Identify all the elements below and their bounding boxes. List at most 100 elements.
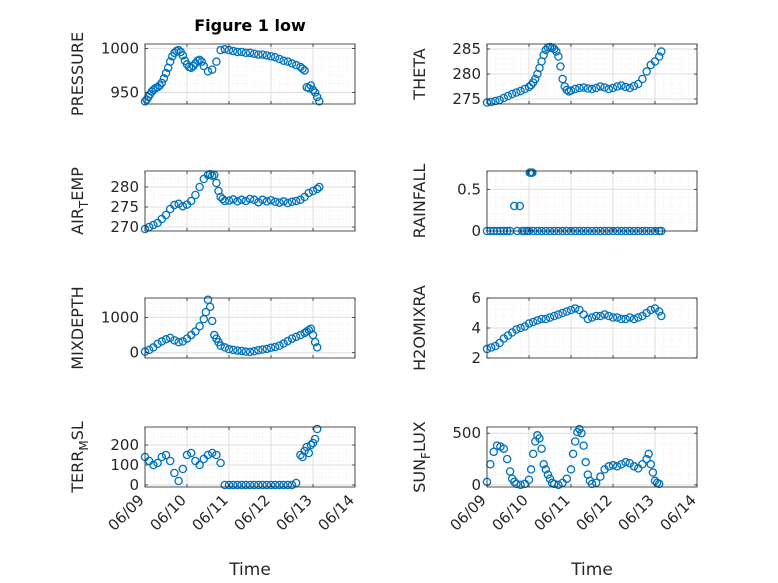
- data-point: [266, 195, 276, 205]
- data-point: [608, 83, 618, 93]
- data-point: [233, 480, 242, 490]
- data-point: [591, 83, 601, 93]
- x-axis-label: Time: [228, 560, 271, 580]
- y-tick-label: 0: [129, 476, 139, 494]
- data-point: [283, 198, 293, 208]
- data-point: [306, 81, 316, 90]
- data-point: [270, 197, 280, 207]
- data-point: [249, 347, 259, 356]
- data-point: [165, 57, 175, 66]
- y-tick-label: 950: [110, 84, 139, 102]
- data-point: [258, 50, 267, 59]
- data-point: [644, 449, 653, 459]
- data-point: [491, 96, 500, 106]
- x-tick-label: 06/12: [573, 491, 616, 534]
- data-point: [178, 201, 188, 211]
- data-point: [581, 457, 590, 467]
- data-point: [270, 480, 280, 490]
- data-point: [554, 52, 563, 61]
- data-point: [642, 67, 651, 76]
- data-point: [266, 343, 276, 353]
- data-point: [233, 47, 242, 57]
- y-axis-label: THETA: [410, 48, 429, 100]
- data-point: [600, 310, 609, 319]
- data-point: [568, 449, 578, 459]
- data-point: [554, 480, 563, 490]
- data-point: [228, 46, 238, 56]
- data-point: [562, 474, 572, 483]
- data-point: [621, 314, 630, 324]
- data-point: [512, 325, 521, 334]
- data-point: [587, 84, 597, 94]
- plot-area: [487, 171, 697, 231]
- data-point: [304, 188, 314, 198]
- data-point: [312, 92, 322, 102]
- data-point: [642, 454, 651, 464]
- data-point: [174, 337, 183, 347]
- data-point: [503, 91, 513, 101]
- data-point: [549, 479, 559, 489]
- data-point: [600, 83, 609, 92]
- data-point: [562, 85, 572, 95]
- data-point: [302, 327, 311, 336]
- y-axis-label: H2OMIXRA: [410, 285, 429, 371]
- data-point: [237, 346, 246, 356]
- data-point: [287, 480, 297, 490]
- data-point: [315, 97, 324, 106]
- axes-box: [144, 297, 356, 359]
- data-point: [621, 457, 630, 467]
- data-point: [535, 434, 544, 443]
- data-point: [528, 317, 538, 327]
- data-point: [312, 184, 322, 194]
- data-point: [510, 201, 519, 211]
- data-point: [604, 462, 614, 471]
- data-point: [287, 334, 297, 343]
- data-point: [502, 454, 512, 464]
- data-point: [625, 313, 635, 322]
- data-point: [241, 196, 251, 206]
- y-tick-label: 285: [452, 40, 481, 58]
- data-point: [220, 343, 230, 352]
- data-point: [646, 305, 656, 315]
- data-point: [524, 319, 534, 328]
- data-point: [577, 428, 586, 438]
- data-point: [587, 479, 597, 489]
- data-point: [279, 480, 288, 490]
- x-tick-label: 06/14: [315, 491, 358, 534]
- data-point: [262, 51, 272, 60]
- panel-theta: 275 280 285 THETA: [410, 40, 698, 108]
- data-point: [249, 195, 259, 205]
- data-point: [262, 197, 272, 206]
- x-tick-label: 06/11: [189, 491, 232, 534]
- data-point: [262, 344, 272, 354]
- data-point: [205, 169, 215, 179]
- panel-air-temp: 270 275 280 AIRTEMP: [68, 167, 356, 236]
- data-point: [149, 460, 158, 470]
- data-point: [249, 480, 259, 490]
- data-point: [486, 343, 496, 352]
- data-point: [191, 327, 200, 336]
- data-point: [287, 59, 297, 68]
- data-point: [570, 84, 580, 94]
- data-point: [300, 66, 309, 75]
- data-point: [566, 465, 576, 474]
- y-tick-label: 100: [110, 456, 139, 474]
- data-point: [189, 61, 198, 71]
- data-point: [224, 344, 234, 354]
- data-point: [258, 345, 267, 354]
- data-point: [270, 342, 280, 352]
- figure-title: Figure 1 low: [194, 16, 306, 35]
- data-point: [657, 47, 666, 56]
- data-point: [526, 80, 536, 90]
- data-point: [170, 200, 179, 210]
- data-point: [296, 195, 305, 205]
- y-tick-label: 1000: [101, 39, 139, 57]
- data-point: [275, 54, 284, 64]
- data-point: [170, 468, 179, 478]
- data-point: [554, 310, 563, 319]
- data-point: [539, 459, 548, 469]
- data-point: [495, 338, 504, 348]
- data-point: [524, 82, 534, 92]
- data-point: [591, 478, 601, 488]
